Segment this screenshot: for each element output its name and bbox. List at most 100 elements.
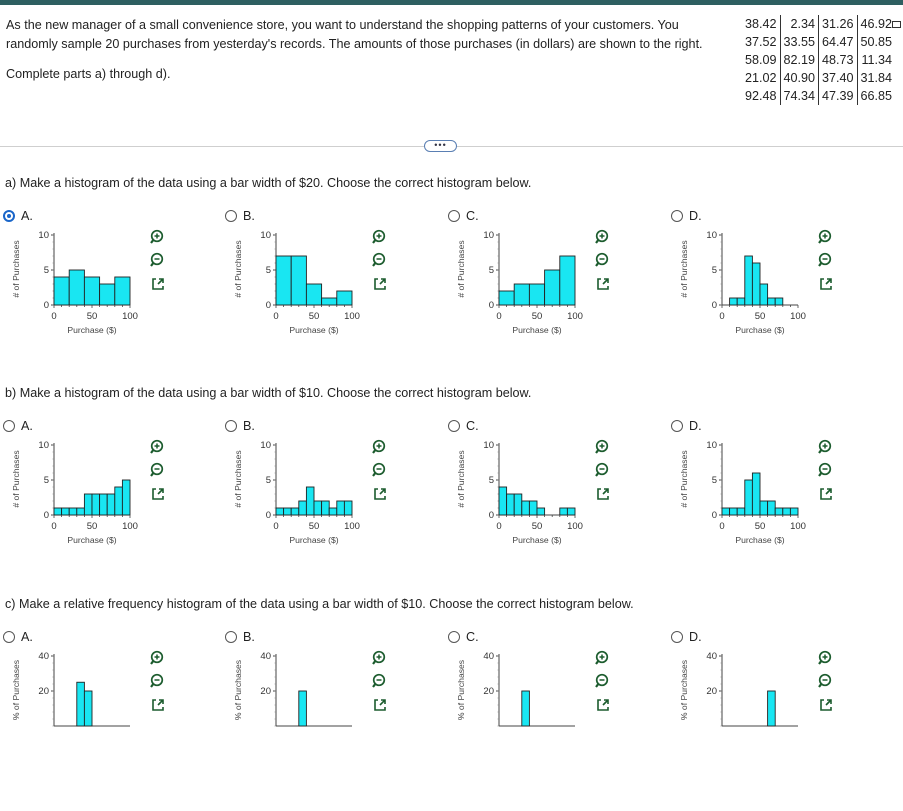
x-axis-label: Purchase ($) — [512, 535, 561, 545]
x-tick-label: 100 — [122, 311, 138, 322]
zoom-out-icon[interactable] — [149, 461, 167, 479]
open-new-window-icon[interactable] — [594, 485, 612, 503]
radio-button[interactable] — [671, 631, 683, 643]
answer-option-c[interactable]: C. 0 5 10 0 50 100 Purchase ($) # of Purchases — [448, 419, 668, 600]
radio-button[interactable] — [225, 420, 237, 432]
data-table-row: 58.09 82.19 48.73 11.34 — [742, 51, 896, 69]
zoom-in-icon[interactable] — [371, 649, 389, 667]
y-tick-label: 10 — [706, 440, 717, 451]
radio-button[interactable] — [448, 420, 460, 432]
histogram-bar — [498, 486, 508, 516]
zoom-in-icon[interactable] — [149, 438, 167, 456]
answer-option-a[interactable]: A. 20 40 % of Purchases — [3, 630, 223, 811]
y-tick-label: 0 — [266, 510, 271, 521]
radio-button[interactable] — [671, 210, 683, 222]
zoom-in-icon[interactable] — [371, 438, 389, 456]
answer-option-d[interactable]: D. 0 5 10 0 50 100 Purchase ($) # of Purchases — [671, 419, 891, 600]
histogram-bar — [76, 507, 85, 516]
histogram-bar — [91, 493, 101, 516]
radio-button[interactable] — [225, 210, 237, 222]
answer-option-a[interactable]: A. 0 5 10 0 50 100 Purchase ($) # of Purchases — [3, 419, 223, 600]
histogram-bar — [290, 507, 300, 516]
y-tick-label: 10 — [260, 440, 271, 451]
zoom-out-icon[interactable] — [594, 672, 612, 690]
histogram-bar — [767, 297, 776, 306]
copy-table-icon[interactable] — [892, 21, 901, 28]
data-table-cell: 48.73 — [818, 51, 858, 69]
data-table-row: 92.48 74.34 47.39 66.85 — [742, 87, 896, 105]
y-tick-label: 5 — [266, 265, 271, 276]
answer-option-a[interactable]: A. 0 5 10 0 50 100 Purchase ($) # of Purchases — [3, 209, 223, 390]
histogram-bar — [774, 507, 784, 516]
zoom-out-icon[interactable] — [817, 251, 835, 269]
y-tick-label: 5 — [489, 265, 494, 276]
zoom-out-icon[interactable] — [594, 251, 612, 269]
zoom-in-icon[interactable] — [594, 649, 612, 667]
zoom-in-icon[interactable] — [594, 438, 612, 456]
data-table-cell: 74.34 — [779, 87, 819, 105]
answer-option-c[interactable]: C. 20 40 % of Purchases — [448, 630, 668, 811]
histogram-bar — [751, 472, 761, 516]
answer-option-b[interactable]: B. 0 5 10 0 50 100 Purchase ($) # of Purchases — [225, 209, 445, 390]
zoom-out-icon[interactable] — [594, 461, 612, 479]
zoom-in-icon[interactable] — [149, 649, 167, 667]
data-table-cell: 37.52 — [745, 35, 777, 49]
zoom-out-icon[interactable] — [817, 672, 835, 690]
histogram-bar — [521, 500, 530, 516]
open-new-window-icon[interactable] — [371, 275, 389, 293]
radio-button[interactable] — [448, 210, 460, 222]
open-new-window-icon[interactable] — [371, 696, 389, 714]
histogram-bar — [528, 283, 546, 306]
zoom-in-icon[interactable] — [817, 649, 835, 667]
zoom-out-icon[interactable] — [371, 461, 389, 479]
answer-option-d[interactable]: D. 0 5 10 0 50 100 Purchase ($) # of Purchases — [671, 209, 891, 390]
radio-button[interactable] — [3, 420, 15, 432]
radio-button[interactable] — [3, 210, 15, 222]
open-new-window-icon[interactable] — [817, 275, 835, 293]
zoom-in-icon[interactable] — [817, 438, 835, 456]
y-tick-label: 20 — [38, 686, 49, 697]
zoom-in-icon[interactable] — [149, 228, 167, 246]
expand-ellipsis-button[interactable]: ••• — [424, 140, 457, 152]
radio-button[interactable] — [671, 420, 683, 432]
x-tick-label: 50 — [87, 521, 98, 532]
open-new-window-icon[interactable] — [817, 485, 835, 503]
zoom-in-icon[interactable] — [371, 228, 389, 246]
option-label: D. — [689, 209, 702, 223]
histogram-bar — [76, 681, 85, 727]
x-axis-label: Purchase ($) — [67, 325, 116, 335]
open-new-window-icon[interactable] — [594, 696, 612, 714]
zoom-out-icon[interactable] — [817, 461, 835, 479]
radio-button[interactable] — [225, 631, 237, 643]
histogram-bar — [751, 262, 761, 306]
histogram-bar — [759, 283, 769, 306]
open-new-window-icon[interactable] — [371, 485, 389, 503]
open-new-window-icon[interactable] — [149, 275, 167, 293]
zoom-out-icon[interactable] — [371, 672, 389, 690]
zoom-out-icon[interactable] — [149, 251, 167, 269]
open-new-window-icon[interactable] — [149, 696, 167, 714]
question-part-b: b) Make a histogram of the data using a … — [5, 386, 532, 400]
zoom-in-icon[interactable] — [817, 228, 835, 246]
answer-option-b[interactable]: B. 20 40 % of Purchases — [225, 630, 445, 811]
y-tick-label: 5 — [712, 475, 717, 486]
histogram-bar — [566, 507, 576, 516]
open-new-window-icon[interactable] — [149, 485, 167, 503]
radio-button[interactable] — [3, 631, 15, 643]
zoom-in-icon[interactable] — [594, 228, 612, 246]
open-new-window-icon[interactable] — [594, 275, 612, 293]
answer-option-c[interactable]: C. 0 5 10 0 50 100 Purchase ($) # of Purchases — [448, 209, 668, 390]
open-new-window-icon[interactable] — [817, 696, 835, 714]
radio-button[interactable] — [448, 631, 460, 643]
answer-option-d[interactable]: D. 20 40 % of Purchases — [671, 630, 891, 811]
zoom-out-icon[interactable] — [371, 251, 389, 269]
zoom-out-icon[interactable] — [149, 672, 167, 690]
answer-option-b[interactable]: B. 0 5 10 0 50 100 Purchase ($) # of Purchases — [225, 419, 445, 600]
data-table-cell: 64.47 — [818, 33, 858, 51]
x-axis-label: Purchase ($) — [289, 325, 338, 335]
histogram-bar — [782, 507, 791, 516]
y-axis-label: % of Purchases — [11, 660, 21, 720]
